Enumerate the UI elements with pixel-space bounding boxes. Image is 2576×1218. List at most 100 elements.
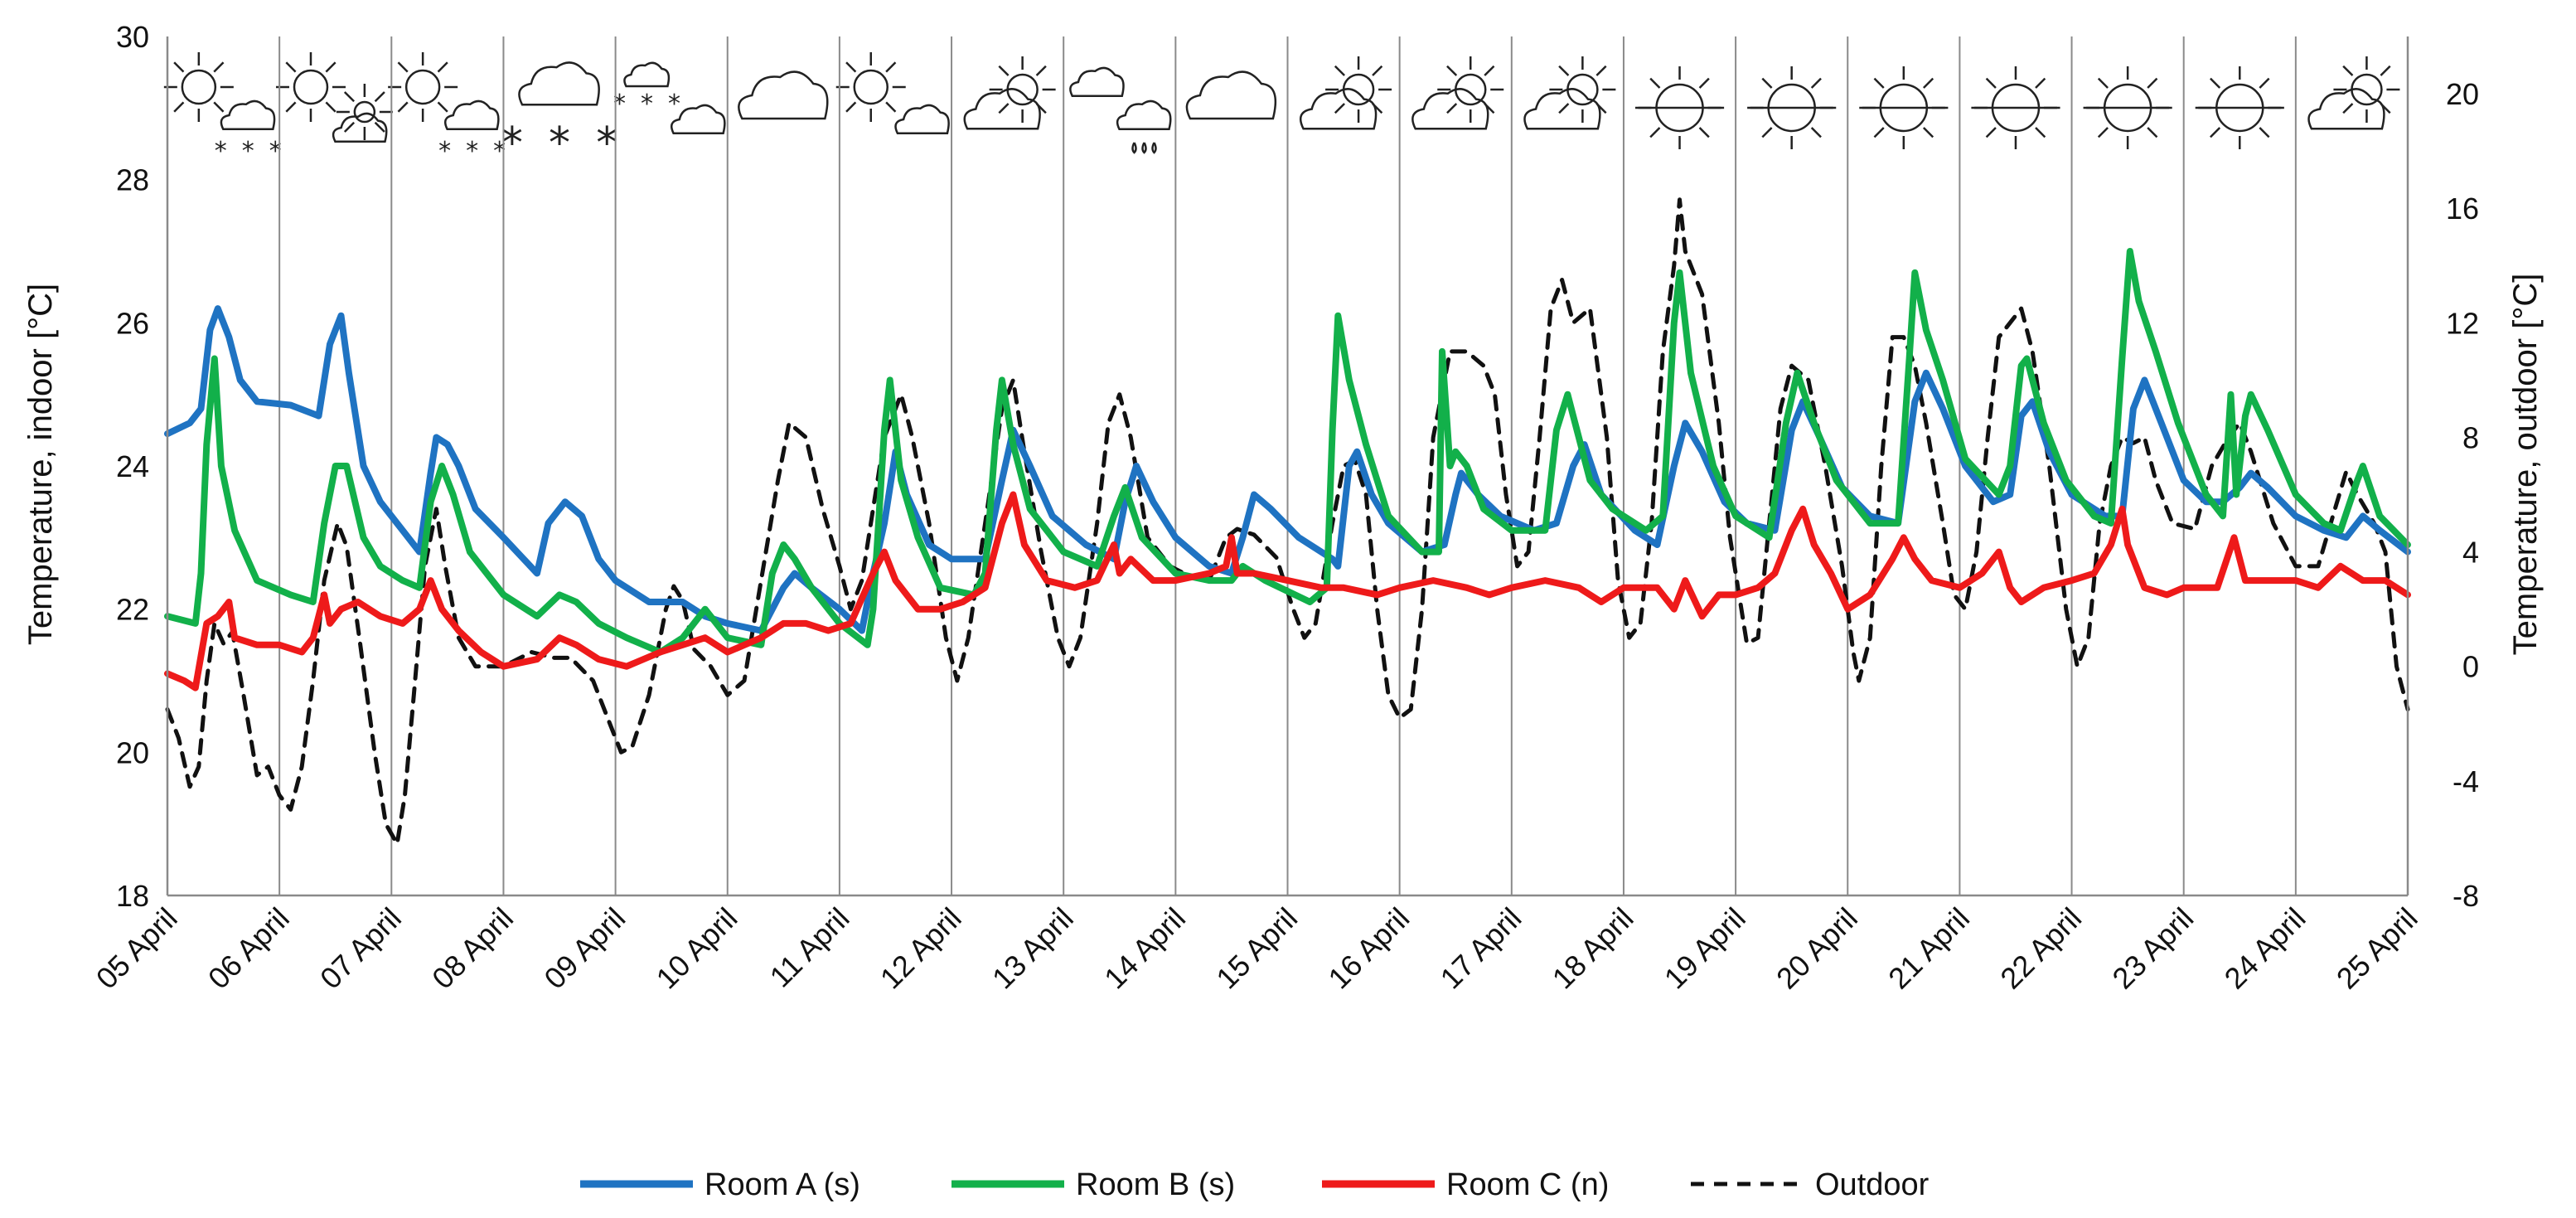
sun-ray [1810,77,1822,89]
cloud-icon [1185,70,1277,120]
y-right-tick-label: -8 [2453,879,2479,913]
day-weather-icon [835,52,950,135]
sun-ray [998,103,1010,114]
axes [166,36,2409,897]
sun-ray [173,61,185,73]
legend-label: Outdoor [1815,1167,1930,1202]
raindrop-mark [1141,142,1147,154]
snowflake-mark: * [613,90,626,119]
day-weather-icon [2083,66,2172,149]
sun-ray [2342,65,2354,76]
snowflake-mark: * [438,137,451,166]
cloud-icon [963,88,1041,130]
sun-ray [213,61,225,73]
cloud-icon [518,61,600,106]
y-left-tick-label: 18 [116,879,149,913]
cloud-icon [443,99,500,131]
day-weather-icon [1185,70,1277,120]
sun-ray [2097,127,2109,138]
snowflake-mark: * [242,137,254,166]
snowflake-mark: * [596,119,617,168]
day-weather-icon [2195,66,2284,149]
y-left-tick-label: 22 [116,593,149,627]
day-weather-icon [1634,66,1725,149]
sun-ray [374,91,385,103]
y-right-axis-title: Temperature, outdoor [°C] [2507,274,2544,656]
sun-ray [885,101,897,113]
sun-icon [353,100,376,124]
cloud-icon [1299,88,1378,130]
sun-ray [2147,127,2158,138]
sun-icon [293,69,329,105]
sun-ray [1985,127,1997,138]
raindrop-mark [1151,142,1157,154]
day-weather-icon [1971,66,2060,149]
sun-ray [1761,127,1773,138]
y-left-tick-label: 28 [116,163,149,197]
sun-ray [1649,127,1661,138]
y-left-tick-label: 20 [116,735,149,769]
sun-ray [397,101,409,113]
sun-ray [1035,65,1047,76]
y-left-axis-title: Temperature, indoor [°C] [22,284,59,645]
sun-ray [2035,127,2046,138]
sun-ray [2342,103,2354,114]
series-line-room-c-n [164,491,2411,691]
snowflake-mark: * [466,137,478,166]
raindrop-mark [1131,142,1137,154]
sun-ray [2259,127,2270,138]
legend-label: Room C (n) [1446,1167,1609,1202]
cloud-icon [1523,88,1601,130]
y-left-tick-label: 24 [116,449,149,483]
day-weather-icon [1299,56,1392,130]
cloud-icon [220,99,276,131]
cloud-icon [332,112,388,143]
sun-ray [1922,77,1934,89]
legend-label: Room A (s) [705,1167,860,1202]
sun-ray [2259,77,2270,89]
cloud-icon [623,61,671,88]
sun-ray [325,61,337,73]
cloud-icon [1069,66,1125,98]
sun-ray [1484,65,1495,76]
snowflake-mark: * [493,137,506,166]
sun-ray [397,61,409,73]
day-weather-icon: * * * [613,61,726,135]
snowflake-mark: * [641,90,653,119]
day-weather-icon [1411,56,1504,130]
cloud-icon [670,104,726,135]
day-weather-icon: * * * [163,52,282,166]
day-weather-icon [275,52,393,143]
sun-ray [1873,77,1885,89]
day-gridlines [167,36,2409,895]
sun-ray [1698,127,1710,138]
sun-ray [2380,65,2391,76]
sun-ray [285,101,297,113]
sun-ray [885,61,897,73]
snowflake-mark: * [668,90,680,119]
sun-ray [998,65,1010,76]
y-right-tick-label: 8 [2462,420,2479,454]
sun-ray [2210,77,2221,89]
sun-ray [285,61,297,73]
y-right-tick-label: 4 [2462,536,2479,570]
sun-ray [2097,77,2109,89]
day-weather-icon [738,70,829,120]
sun-ray [343,121,356,133]
snowflake-mark: * [215,137,227,166]
sun-ray [1334,103,1345,114]
legend-label: Room B (s) [1076,1167,1235,1202]
sun-ray [1446,65,1458,76]
series-line-room-b-s [164,248,2411,656]
snowflake-mark: * [501,119,523,168]
sun-ray [2147,77,2158,89]
y-right-tick-label: 20 [2446,77,2479,111]
weather-icons-row: * * * * * ** * ** * * [163,52,2400,168]
cloud-icon [1411,88,1489,130]
y-right-tick-label: -4 [2453,764,2479,798]
sun-icon [181,69,217,105]
sun-ray [1761,77,1773,89]
series-line-room-a-s [164,305,2411,634]
sun-ray [173,101,185,113]
